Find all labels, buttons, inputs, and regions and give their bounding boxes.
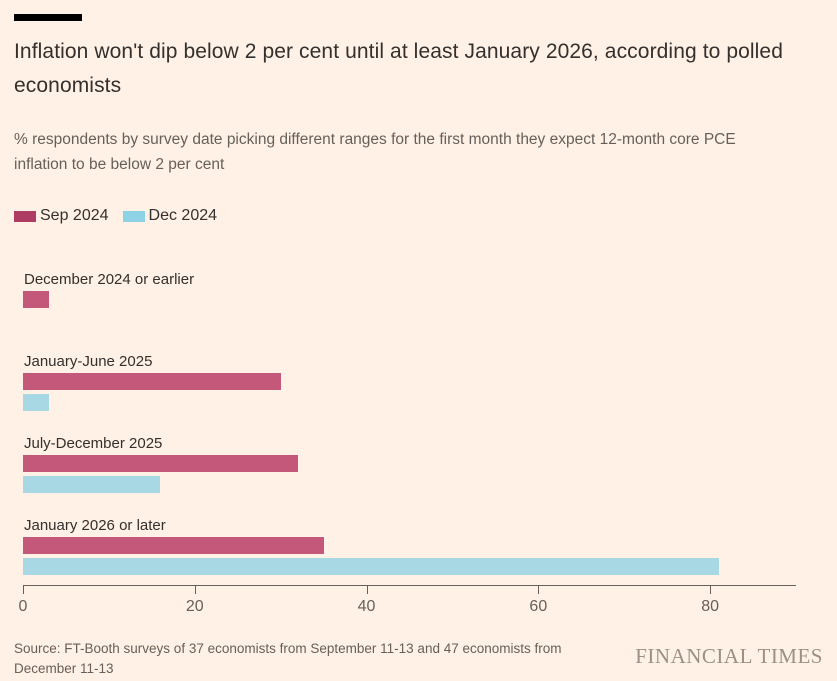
x-axis-tick	[366, 586, 368, 594]
x-axis-tick-label: 60	[529, 598, 548, 615]
bar-dec-2024	[23, 476, 161, 493]
category-label: January-June 2025	[24, 353, 153, 370]
legend-item-dec-2024: Dec 2024	[122, 207, 218, 225]
legend-item-sep-2024: Sep 2024	[14, 207, 109, 225]
bar-sep-2024	[23, 537, 324, 554]
category-label: January 2026 or later	[24, 517, 166, 534]
financial-times-logo: FINANCIAL TIMES	[635, 644, 823, 668]
legend-swatch-sep-2024	[14, 210, 36, 222]
chart-rows: December 2024 or earlier January-June 202…	[23, 272, 796, 575]
x-axis-tick-label: 40	[357, 598, 376, 615]
x-axis: 0 20 40 60 80	[19, 585, 796, 632]
legend-label: Sep 2024	[40, 207, 109, 224]
x-axis-tick	[710, 586, 712, 594]
chart-subtitle: % respondents by survey date picking dif…	[14, 131, 736, 173]
x-axis-tick	[194, 586, 196, 594]
x-axis-tick	[538, 586, 540, 594]
bar-sep-2024	[23, 373, 281, 390]
bar-sep-2024	[23, 291, 49, 308]
chart-row: July-December 2025	[23, 436, 796, 493]
legend-swatch-dec-2024	[122, 210, 145, 222]
category-label: July-December 2025	[24, 435, 163, 452]
chart: December 2024 or earlier January-June 202…	[23, 272, 796, 575]
bar-dec-2024	[23, 394, 49, 411]
x-axis-tick	[23, 586, 24, 594]
chart-row: January 2026 or later	[23, 518, 796, 575]
legend-label: Dec 2024	[148, 207, 218, 224]
chart-row: January-June 2025	[23, 354, 796, 411]
top-accent-bar	[14, 14, 82, 21]
x-axis-tick-label: 20	[185, 598, 204, 615]
footer: Source: FT-Booth surveys of 37 economist…	[14, 639, 823, 678]
chart-row: December 2024 or earlier	[23, 272, 796, 329]
bar-sep-2024	[23, 455, 298, 472]
source-note: Source: FT-Booth surveys of 37 economist…	[14, 641, 562, 676]
x-axis-tick-label: 0	[18, 598, 28, 615]
category-label: December 2024 or earlier	[24, 271, 195, 288]
legend: Sep 2024 Dec 2024	[14, 207, 823, 225]
x-axis-tick-label: 80	[701, 598, 720, 615]
bar-dec-2024	[23, 558, 719, 575]
chart-title: Inflation won't dip below 2 per cent unt…	[14, 40, 783, 97]
